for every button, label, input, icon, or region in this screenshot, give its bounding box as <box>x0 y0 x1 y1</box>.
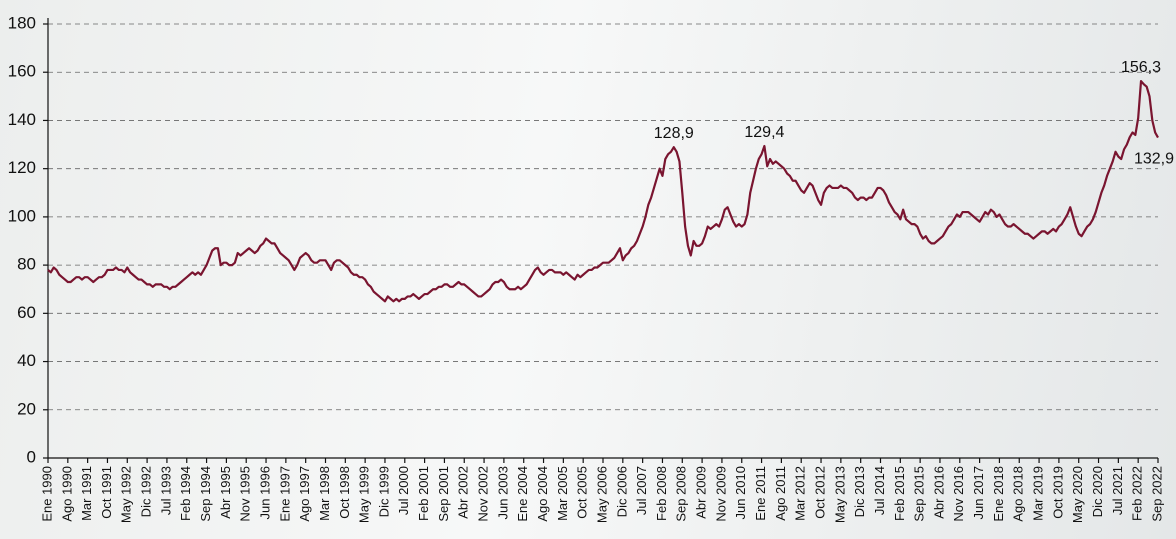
x-tick-label: Abr 2016 <box>931 466 946 519</box>
x-tick-label: Sep 2008 <box>674 466 689 522</box>
x-tick-label: Jun 2003 <box>495 466 510 520</box>
chart: 0 20 40 60 80 100 120 140 160 180 Ene 1990 Ago 1990… <box>0 0 1176 539</box>
x-tick-label: Feb 2022 <box>1130 466 1145 521</box>
x-tick-label: Ago 2011 <box>773 466 788 521</box>
x-tick-label: Oct 2005 <box>575 466 590 519</box>
x-tick-label: Feb 2008 <box>654 466 669 521</box>
data-label: 156,3 <box>1121 59 1161 76</box>
x-tick-label: Oct 1991 <box>99 466 114 519</box>
x-tick-label: Dic 2006 <box>614 466 629 517</box>
x-tick-label: Sep 2001 <box>436 466 451 522</box>
x-tick-label: Ene 1990 <box>39 466 54 522</box>
x-tick-label: Ago 1990 <box>59 466 74 522</box>
x-tick-label: Nov 2002 <box>476 466 491 522</box>
x-tick-label: Sep 1994 <box>198 466 213 522</box>
x-tick-label: Jun 2017 <box>971 466 986 520</box>
data-label: 132,9 <box>1134 151 1174 168</box>
x-tick-label: Dic 2013 <box>852 466 867 517</box>
y-tick-label: 60 <box>17 303 36 322</box>
x-tick-label: Ago 1997 <box>297 466 312 522</box>
x-tick-label: May 1992 <box>119 466 134 523</box>
line <box>48 81 1158 301</box>
x-tick-label: Ago 2004 <box>535 466 550 522</box>
x-tick-label: Oct 2019 <box>1050 466 1065 519</box>
x-tick-label: May 1999 <box>357 466 372 523</box>
x-tick-label: Mar 1991 <box>79 466 94 521</box>
x-tick-label: Oct 1998 <box>337 466 352 519</box>
x-tick-label: Nov 2016 <box>951 466 966 522</box>
x-tick-label: Abr 2009 <box>694 466 709 519</box>
data-label: 129,4 <box>744 124 784 141</box>
y-tick-label: 180 <box>8 13 36 32</box>
x-tick-label: Mar 2012 <box>793 466 808 521</box>
x-tick-label: Jun 2010 <box>733 466 748 520</box>
x-tick-label: Ene 1997 <box>277 466 292 522</box>
x-tick-label: Jun 1996 <box>257 466 272 520</box>
x-tick-label: Jul 2007 <box>634 466 649 515</box>
x-tick-label: Sep 2015 <box>912 466 927 522</box>
y-tick-label: 40 <box>17 351 36 370</box>
x-tick-label: Sep 2022 <box>1149 466 1164 522</box>
x-tick-label: Dic 1992 <box>139 466 154 517</box>
x-tick-label: Ene 2004 <box>515 466 530 522</box>
x-tick-label: May 2006 <box>594 466 609 523</box>
y-tick-label: 120 <box>8 158 36 177</box>
x-tick-label: Dic 1999 <box>376 466 391 517</box>
x-tick-label: May 2020 <box>1070 466 1085 523</box>
x-tick-label: Jul 2000 <box>396 466 411 515</box>
x-tick-label: Mar 2019 <box>1031 466 1046 521</box>
y-tick-label: 0 <box>27 447 36 466</box>
y-tick-label: 100 <box>8 206 36 225</box>
x-tick-label: May 2013 <box>832 466 847 523</box>
x-tick-label: Abr 2002 <box>456 466 471 519</box>
x-tick-label: Feb 1994 <box>178 466 193 521</box>
x-tick-label: Nov 2009 <box>713 466 728 522</box>
x-tick-label: Jul 1993 <box>158 466 173 515</box>
x-tick-label: Dic 2020 <box>1090 466 1105 517</box>
x-tick-label: Ene 2018 <box>991 466 1006 522</box>
x-tick-label: Mar 1998 <box>317 466 332 521</box>
data-label: 128,9 <box>654 125 694 142</box>
x-tick-label: Mar 2005 <box>555 466 570 521</box>
y-tick-label: 160 <box>8 62 36 81</box>
y-tick-label: 20 <box>17 399 36 418</box>
x-tick-label: Jul 2021 <box>1110 466 1125 515</box>
y-tick-label: 140 <box>8 110 36 129</box>
y-tick-label: 80 <box>17 255 36 274</box>
x-tick-label: Ago 2018 <box>1011 466 1026 522</box>
x-tick-label: Feb 2001 <box>416 466 431 521</box>
x-tick-label: Jul 2014 <box>872 466 887 515</box>
x-tick-label: Nov 1995 <box>238 466 253 522</box>
x-tick-label: Ene 2011 <box>753 466 768 521</box>
x-tick-label: Abr 1995 <box>218 466 233 519</box>
x-tick-label: Feb 2015 <box>892 466 907 521</box>
x-tick-label: Oct 2012 <box>812 466 827 519</box>
